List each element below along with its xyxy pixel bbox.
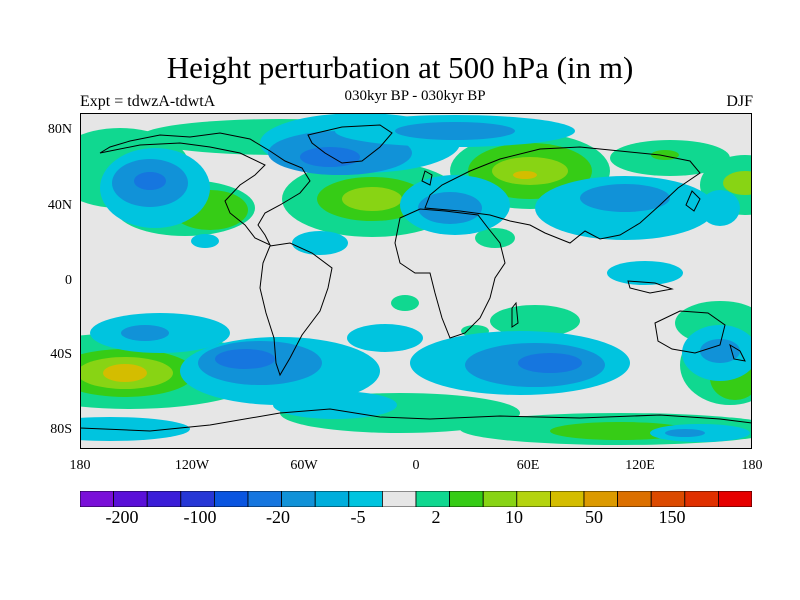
colorbar-swatch — [381, 491, 417, 507]
indonesia-coastline — [627, 280, 674, 294]
coastline-outlines — [80, 124, 752, 432]
colorbar-swatch — [80, 491, 114, 507]
new-zealand-coastline — [729, 343, 746, 362]
colorbar-label: 10 — [505, 507, 523, 527]
colorbar-swatch — [213, 491, 249, 507]
world-map — [80, 113, 752, 449]
colorbar-swatch — [415, 491, 450, 507]
colorbar-swatch — [449, 491, 484, 507]
british-isles-coastline — [421, 170, 433, 186]
colorbar-swatch — [146, 491, 182, 507]
lat-tick-label: 40N — [47, 198, 72, 213]
antarctica-coastline — [80, 408, 752, 432]
colorbar-label: 150 — [658, 507, 686, 527]
lat-tick-label: 80S — [50, 422, 72, 437]
colorbar-swatch — [247, 491, 282, 507]
lon-tick-label: 120E — [625, 458, 655, 473]
lon-tick-label: 60E — [516, 458, 540, 473]
lon-tick-label: 60W — [290, 458, 318, 473]
colorbar-swatch — [549, 491, 585, 507]
colorbar-swatch — [281, 491, 316, 507]
lat-tick-label: 0 — [65, 273, 72, 288]
greenland-coastline — [307, 124, 393, 164]
south-america-coastline — [259, 242, 333, 377]
colorbar-label: 50 — [585, 507, 603, 527]
colorbar-label: -5 — [350, 507, 366, 527]
map-frame — [80, 113, 752, 449]
australia-coastline — [654, 310, 726, 354]
colorbar-swatch — [180, 491, 215, 507]
colorbar-swatch — [650, 491, 686, 507]
colorbar-swatch — [314, 491, 350, 507]
colorbar-label: 2 — [431, 507, 441, 527]
colorbar-label: -100 — [183, 507, 217, 527]
lon-tick-label: 180 — [69, 458, 91, 473]
lon-tick-label: 0 — [412, 458, 420, 473]
colorbar-label: -200 — [105, 507, 139, 527]
colorbar-swatch — [684, 491, 719, 507]
lon-tick-label: 180 — [741, 458, 763, 473]
colorbar-swatch — [583, 491, 618, 507]
negative-anomaly-contours — [80, 113, 752, 442]
lon-tick-label: 120W — [174, 458, 210, 473]
colorbar — [80, 491, 752, 507]
season-label: DJF — [726, 93, 753, 110]
eurasia-coastline — [424, 146, 701, 244]
north-america-coastline — [99, 132, 311, 247]
africa-coastline — [394, 208, 506, 339]
colorbar-swatch — [113, 491, 148, 507]
madagascar-coastline — [511, 301, 519, 328]
colorbar-swatch — [516, 491, 551, 507]
colorbar-swatch — [617, 491, 652, 507]
colorbar-swatch — [482, 491, 518, 507]
figure-title: Height perturbation at 500 hPa (in m) — [166, 50, 634, 85]
lat-tick-label: 40S — [50, 347, 72, 362]
colorbar-swatch — [348, 491, 383, 507]
colorbar-label: -20 — [266, 507, 290, 527]
period-label: 030kyr BP - 030kyr BP — [344, 88, 486, 104]
japan-coastline — [685, 190, 701, 212]
experiment-label: Expt = tdwzA-tdwtA — [80, 93, 216, 110]
colorbar-swatch — [718, 491, 752, 507]
lat-tick-label: 80N — [47, 122, 72, 137]
